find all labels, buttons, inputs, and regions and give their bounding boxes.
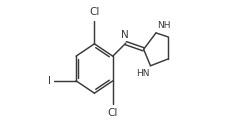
Text: N: N <box>121 30 129 40</box>
Text: Cl: Cl <box>89 7 100 17</box>
Text: I: I <box>48 76 51 86</box>
Text: HN: HN <box>136 68 150 78</box>
Text: NH: NH <box>157 21 170 30</box>
Text: Cl: Cl <box>108 108 118 118</box>
